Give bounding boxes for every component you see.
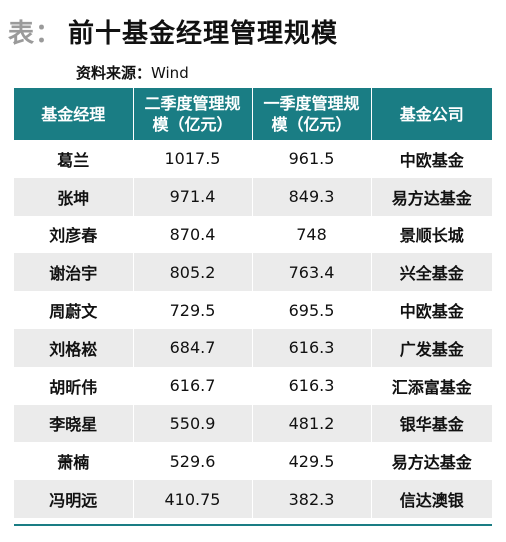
title-text: 前十基金经理管理规模 — [68, 18, 339, 49]
cell-q1: 481.2 — [251, 404, 372, 443]
cell-manager: 萧楠 — [14, 442, 134, 481]
table-row: 周蔚文 729.5 695.5 中欧基金 — [14, 291, 492, 329]
cell-q2: 971.4 — [132, 177, 253, 216]
source-note: 资料来源：Wind — [76, 62, 189, 83]
cell-company: 景顺长城 — [370, 215, 492, 254]
cell-q2: 529.6 — [132, 442, 253, 481]
table-row: 谢治宇 805.2 763.4 兴全基金 — [14, 253, 492, 292]
cell-manager: 李晓星 — [14, 404, 134, 443]
source-label: 资料来源： — [76, 64, 152, 82]
cell-manager: 胡昕伟 — [14, 366, 134, 405]
cell-company: 信达澳银 — [370, 480, 492, 518]
cell-company: 易方达基金 — [370, 442, 492, 481]
cell-q1: 616.3 — [251, 366, 372, 405]
cell-manager: 冯明远 — [14, 480, 134, 518]
cell-company: 中欧基金 — [370, 140, 492, 178]
cell-q1: 429.5 — [251, 442, 372, 481]
cell-q2: 729.5 — [132, 291, 253, 329]
table-row: 萧楠 529.6 429.5 易方达基金 — [14, 442, 492, 481]
cell-q1: 616.3 — [251, 328, 372, 367]
cell-q1: 961.5 — [251, 140, 372, 178]
table-header-row: 基金经理 二季度管理规模（亿元） 一季度管理规模（亿元） 基金公司 — [14, 88, 492, 140]
table-row: 冯明远 410.75 382.3 信达澳银 — [14, 480, 492, 518]
fund-manager-table: 基金经理 二季度管理规模（亿元） 一季度管理规模（亿元） 基金公司 葛兰 101… — [14, 88, 492, 518]
table-row: 葛兰 1017.5 961.5 中欧基金 — [14, 140, 492, 178]
cell-company: 汇添富基金 — [370, 366, 492, 405]
header-q2-scale: 二季度管理规模（亿元） — [132, 88, 253, 140]
table-row: 刘彦春 870.4 748 景顺长城 — [14, 215, 492, 254]
page-title: 表： 前十基金经理管理规模 — [8, 14, 339, 49]
cell-q2: 1017.5 — [132, 140, 253, 178]
cell-manager: 刘彦春 — [14, 215, 134, 254]
header-fund-manager: 基金经理 — [14, 88, 134, 140]
cell-manager: 谢治宇 — [14, 253, 134, 292]
cell-q2: 550.9 — [132, 404, 253, 443]
cell-q1: 382.3 — [251, 480, 372, 518]
header-q1-scale: 一季度管理规模（亿元） — [251, 88, 372, 140]
cell-q1: 748 — [251, 215, 372, 254]
cell-company: 银华基金 — [370, 404, 492, 443]
source-value: Wind — [151, 64, 189, 82]
header-fund-company: 基金公司 — [370, 88, 492, 140]
title-prefix: 表： — [8, 18, 63, 49]
cell-q2: 616.7 — [132, 366, 253, 405]
table-row: 张坤 971.4 849.3 易方达基金 — [14, 177, 492, 216]
cell-q2: 410.75 — [132, 480, 253, 518]
cell-company: 兴全基金 — [370, 253, 492, 292]
cell-q1: 849.3 — [251, 177, 372, 216]
table-row: 胡昕伟 616.7 616.3 汇添富基金 — [14, 366, 492, 405]
table-row: 李晓星 550.9 481.2 银华基金 — [14, 404, 492, 443]
cell-manager: 刘格崧 — [14, 328, 134, 367]
cell-manager: 葛兰 — [14, 140, 134, 178]
cell-company: 广发基金 — [370, 328, 492, 367]
cell-q1: 763.4 — [251, 253, 372, 292]
cell-company: 易方达基金 — [370, 177, 492, 216]
cell-manager: 张坤 — [14, 177, 134, 216]
cell-q2: 684.7 — [132, 328, 253, 367]
cell-q1: 695.5 — [251, 291, 372, 329]
cell-company: 中欧基金 — [370, 291, 492, 329]
cell-q2: 870.4 — [132, 215, 253, 254]
table-bottom-rule — [14, 524, 492, 526]
cell-manager: 周蔚文 — [14, 291, 134, 329]
cell-q2: 805.2 — [132, 253, 253, 292]
table-row: 刘格崧 684.7 616.3 广发基金 — [14, 328, 492, 367]
